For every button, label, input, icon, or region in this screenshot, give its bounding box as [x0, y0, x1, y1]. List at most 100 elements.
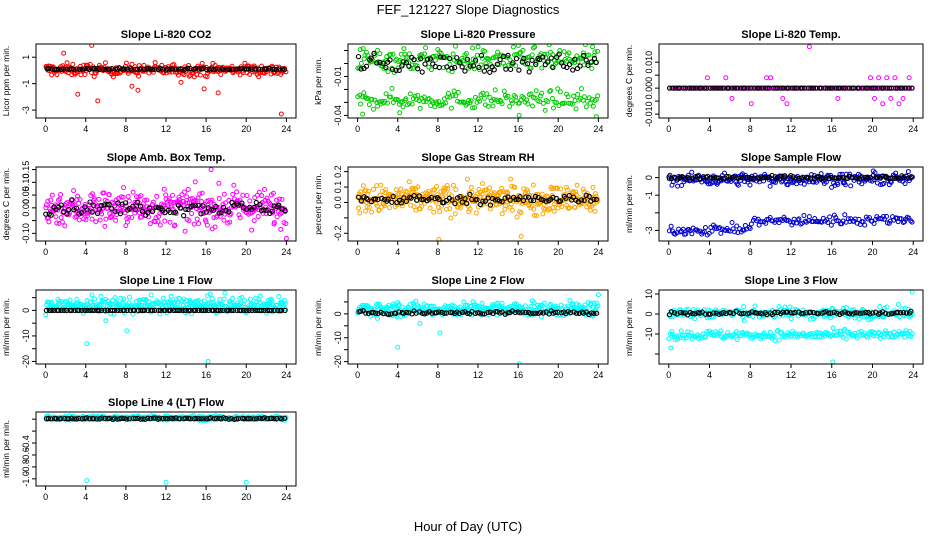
data-point-median — [566, 61, 573, 68]
data-point-median — [380, 60, 386, 67]
data-point-median — [489, 195, 496, 202]
data-point-median — [192, 66, 199, 72]
data-point — [445, 185, 451, 191]
data-point — [393, 187, 399, 193]
data-point-median — [67, 307, 73, 314]
data-point-median — [81, 66, 88, 72]
y-tick-label: 0 — [644, 311, 654, 316]
data-point-median — [577, 63, 583, 69]
data-point-median — [228, 416, 234, 422]
data-point — [369, 96, 375, 102]
data-point-median — [908, 308, 914, 314]
data-point-median — [192, 202, 199, 209]
data-point-median — [388, 311, 394, 317]
data-point — [452, 44, 458, 49]
data-point — [385, 69, 391, 75]
data-point — [564, 91, 570, 97]
x-tick-label: 0 — [666, 370, 671, 380]
data-point-median — [852, 310, 858, 316]
data-point-median — [449, 65, 455, 71]
data-point-median — [408, 195, 414, 201]
data-point — [240, 192, 246, 198]
data-point — [880, 213, 886, 219]
data-point — [532, 95, 538, 101]
data-point — [905, 169, 911, 175]
data-point — [909, 331, 915, 337]
data-point — [43, 312, 49, 318]
data-point — [53, 214, 59, 220]
data-point — [395, 97, 401, 103]
x-tick-label: 8 — [748, 370, 753, 380]
data-point-median — [540, 310, 547, 316]
data-point — [881, 330, 887, 336]
data-point-median — [419, 197, 425, 203]
y-tick-label: 0 — [644, 175, 654, 180]
data-point-median — [224, 67, 230, 73]
data-point — [150, 301, 156, 307]
data-point-median — [724, 173, 730, 180]
data-point-median — [756, 85, 763, 91]
data-point-median — [520, 197, 527, 204]
data-point — [378, 182, 384, 188]
data-point — [589, 65, 595, 71]
data-point — [559, 203, 565, 209]
data-point — [539, 65, 545, 71]
data-point — [485, 56, 491, 62]
data-point-median — [829, 85, 836, 91]
data-point-median — [377, 59, 383, 66]
data-point-median — [580, 310, 587, 316]
data-point-median — [841, 175, 847, 181]
data-point — [718, 230, 724, 236]
data-point-median — [91, 202, 97, 209]
data-point-median — [185, 206, 191, 213]
data-point-median — [233, 416, 239, 422]
x-tick-label: 20 — [553, 124, 563, 134]
x-tick-label: 12 — [161, 370, 171, 380]
x-tick-label: 8 — [123, 370, 128, 380]
data-point-median — [271, 416, 277, 422]
data-point-median — [422, 61, 428, 67]
data-point-median — [246, 66, 252, 72]
data-point-median — [834, 310, 840, 316]
data-point-median — [686, 85, 692, 91]
data-point-median — [581, 197, 587, 204]
data-point-median — [591, 310, 597, 316]
data-point-median — [457, 193, 463, 200]
data-point — [741, 318, 747, 324]
data-point — [529, 52, 535, 58]
data-point — [483, 61, 489, 67]
data-point-median — [799, 85, 805, 91]
data-point-median — [43, 307, 50, 314]
data-point-median — [153, 204, 159, 210]
data-point — [718, 328, 724, 334]
y-tick-label: -0.8 — [21, 459, 31, 475]
data-point — [113, 299, 119, 305]
y-tick-label: -0.4 — [21, 435, 31, 451]
data-point-median — [233, 66, 239, 72]
data-point — [120, 194, 126, 200]
panel-points — [666, 44, 915, 107]
data-point — [48, 197, 54, 203]
data-point — [134, 194, 140, 200]
data-point-median — [738, 174, 744, 181]
data-point — [679, 333, 685, 339]
data-point — [592, 97, 598, 103]
data-point-median — [698, 85, 705, 91]
data-point — [148, 292, 154, 298]
panel-title: Slope Line 1 Flow — [120, 275, 213, 287]
data-point-median — [735, 175, 742, 181]
data-point — [573, 191, 579, 197]
x-tick-label: 8 — [435, 370, 440, 380]
x-tick-label: 16 — [513, 370, 523, 380]
data-point-median — [517, 193, 523, 200]
panel-title: Slope Amb. Box Temp. — [107, 152, 226, 164]
data-point-median — [842, 309, 848, 315]
data-point — [147, 221, 153, 227]
data-point — [552, 61, 558, 67]
data-point-median — [190, 202, 196, 209]
data-point-outlier — [892, 75, 898, 81]
data-point-median — [729, 85, 735, 91]
data-point-median — [160, 415, 166, 422]
data-point — [221, 296, 227, 302]
